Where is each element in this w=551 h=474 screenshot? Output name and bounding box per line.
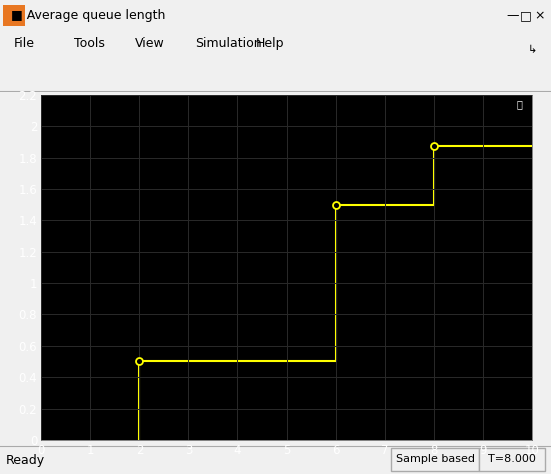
Text: Ready: Ready [6, 454, 45, 467]
FancyBboxPatch shape [479, 447, 545, 471]
Text: T=8.000: T=8.000 [489, 454, 536, 465]
Text: —: — [506, 9, 518, 22]
FancyBboxPatch shape [391, 447, 479, 471]
Text: ■ Average queue length: ■ Average queue length [3, 9, 165, 22]
Bar [3, 5, 25, 26]
Text: View: View [135, 37, 165, 50]
Text: ↳: ↳ [528, 46, 537, 55]
Text: Help: Help [256, 37, 285, 50]
Text: File: File [14, 37, 35, 50]
Text: ⤡: ⤡ [516, 99, 522, 109]
Text: ×: × [534, 9, 545, 22]
Text: Sample based: Sample based [396, 454, 475, 465]
Text: Simulation: Simulation [196, 37, 262, 50]
Text: □: □ [520, 9, 532, 22]
Text: Tools: Tools [74, 37, 105, 50]
